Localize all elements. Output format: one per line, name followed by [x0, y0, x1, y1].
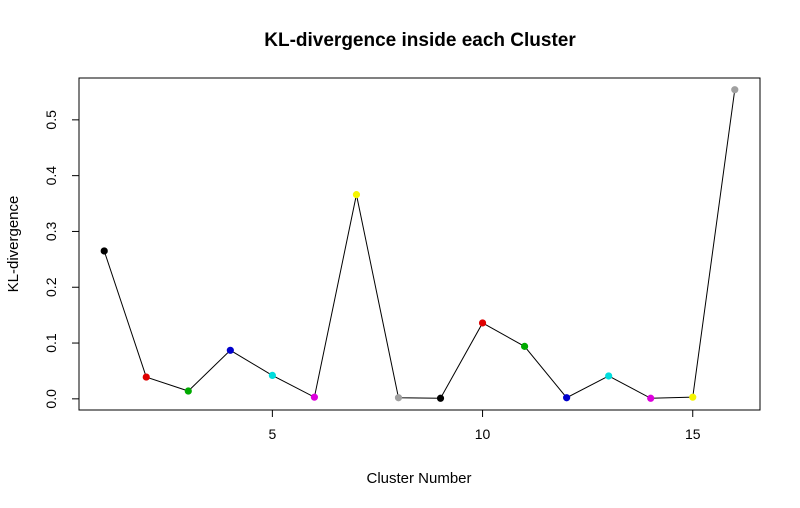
data-point — [689, 393, 697, 401]
plot-frame — [78, 77, 761, 411]
data-point — [605, 372, 613, 380]
data-point — [520, 342, 529, 350]
x-tick-label: 10 — [475, 426, 491, 442]
data-point — [184, 387, 192, 395]
data-point — [436, 394, 445, 402]
series-layer — [100, 86, 739, 402]
data-point — [478, 319, 487, 327]
chart-title: KL-divergence inside each Cluster — [264, 30, 576, 51]
y-tick-label: 0.0 — [43, 389, 59, 409]
y-axis: 0.0 0.1 0.2 0.3 0.4 0.5 — [43, 110, 79, 409]
data-point — [226, 346, 234, 354]
data-point — [142, 373, 150, 381]
y-tick-label: 0.3 — [43, 222, 59, 242]
x-axis-label: Cluster Number — [366, 470, 471, 487]
data-point — [268, 371, 276, 380]
x-axis: 5 10 15 — [268, 410, 701, 442]
y-tick-label: 0.1 — [43, 333, 59, 353]
y-tick-label: 0.4 — [43, 166, 59, 186]
data-point — [563, 394, 571, 402]
x-tick-label: 15 — [685, 426, 701, 442]
data-point — [731, 86, 739, 94]
x-tick-label: 5 — [268, 426, 276, 442]
y-tick-label: 0.2 — [43, 277, 59, 297]
y-tick-label: 0.5 — [43, 110, 59, 130]
data-point — [100, 247, 108, 255]
series-line — [103, 89, 736, 399]
data-point — [352, 191, 361, 199]
data-point — [310, 393, 319, 401]
y-axis-label: KL-divergence — [5, 196, 22, 293]
data-point — [394, 394, 403, 402]
data-point — [647, 394, 655, 402]
